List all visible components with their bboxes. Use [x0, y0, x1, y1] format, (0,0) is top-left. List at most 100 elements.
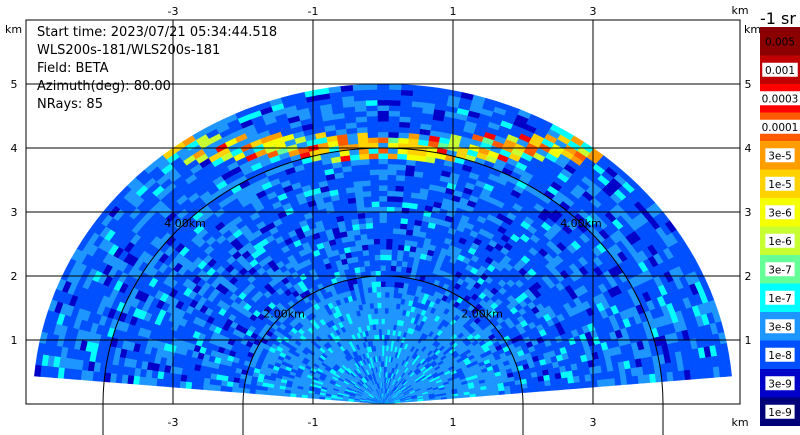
- heatmap-cell: [392, 233, 400, 240]
- heatmap-cell: [376, 89, 390, 95]
- heatmap-cell: [380, 259, 386, 266]
- heatmap-cell: [402, 196, 411, 204]
- heatmap-cell: [380, 265, 386, 271]
- heatmap-cell: [387, 163, 397, 170]
- heatmap-cell: [385, 238, 393, 245]
- heatmap-cell: [377, 153, 389, 159]
- heatmap-cell: [399, 100, 413, 107]
- heatmap-cell: [388, 110, 401, 117]
- heatmap-cell: [377, 121, 389, 127]
- heatmap-cell: [369, 169, 379, 176]
- heatmap-cell: [372, 222, 380, 229]
- heatmap-cell: [402, 250, 410, 257]
- heatmap-cell: [378, 169, 388, 175]
- heatmap-cell: [394, 185, 405, 192]
- heatmap-cell: [384, 307, 389, 314]
- heatmap-cell: [385, 270, 391, 277]
- heatmap-cell: [533, 386, 541, 393]
- heatmap-cell: [578, 374, 586, 383]
- heatmap-cell: [380, 307, 386, 314]
- heatmap-cell: [377, 313, 382, 320]
- heatmap-cell: [371, 281, 377, 288]
- heatmap-cell: [380, 281, 386, 287]
- heatmap-cell: [396, 158, 407, 166]
- heatmap-cell: [387, 147, 398, 154]
- heatmap-cell: [399, 110, 412, 118]
- heatmap-cell: [377, 318, 382, 325]
- heatmap-cell: [390, 259, 397, 267]
- heatmap-cell: [373, 243, 381, 250]
- heatmap-cell: [379, 217, 387, 223]
- heatmap-cell: [596, 379, 605, 388]
- heatmap-cell: [399, 105, 412, 113]
- heatmap-cell: [378, 206, 388, 213]
- heatmap-cell: [395, 180, 405, 187]
- heatmap-cell: [381, 339, 385, 346]
- heatmap-cell: [393, 281, 400, 288]
- heatmap-cell: [400, 217, 409, 225]
- heatmap-cell: [384, 286, 390, 293]
- heatmap-cell: [361, 244, 369, 251]
- heatmap-cell: [381, 329, 385, 335]
- heatmap-cell: [397, 137, 409, 144]
- heatmap-cell: [385, 233, 394, 240]
- heatmap-cell: [369, 259, 376, 267]
- heatmap-cell: [353, 234, 362, 241]
- heatmap-cell: [397, 244, 405, 251]
- heatmap-cell: [381, 334, 385, 341]
- heatmap-cell: [395, 169, 406, 176]
- heatmap-cell: [544, 384, 552, 392]
- heatmap-cell: [406, 261, 414, 269]
- heatmap-cell: [359, 228, 367, 235]
- heatmap-cell: [352, 84, 366, 91]
- heatmap-cell: [374, 254, 381, 261]
- heatmap-cell: [631, 375, 639, 385]
- heatmap-cell: [379, 243, 387, 250]
- heatmap-cell: [360, 174, 371, 182]
- heatmap-cell: [395, 265, 402, 272]
- heatmap-cell: [380, 275, 386, 282]
- heatmap-cell: [393, 217, 402, 224]
- heatmap-cell: [381, 318, 385, 325]
- heatmap-cell: [365, 94, 378, 101]
- heatmap-cell: [369, 163, 379, 170]
- heatmap-cell: [393, 286, 399, 294]
- heatmap-cell: [555, 377, 563, 385]
- heatmap-cell: [391, 302, 397, 309]
- heatmap-cell: [400, 94, 413, 102]
- heatmap-cell: [387, 131, 399, 138]
- heatmap-cell: [358, 153, 370, 160]
- heatmap-cell: [380, 302, 386, 309]
- heatmap-cell: [383, 339, 387, 346]
- heatmap-cell: [362, 196, 372, 203]
- heatmap-cell: [392, 292, 399, 299]
- heatmap-cell: [358, 223, 367, 230]
- heatmap-cell: [377, 115, 389, 122]
- heatmap-cell: [392, 222, 401, 229]
- heatmap-cell: [398, 233, 406, 241]
- heatmap-cell: [402, 191, 412, 198]
- heatmap-cell: [376, 83, 390, 90]
- heatmap-cell: [573, 381, 581, 389]
- heatmap-cell: [387, 318, 392, 325]
- heatmap-cell: [403, 244, 411, 252]
- heatmap-cell: [373, 302, 378, 309]
- heatmap-cell: [373, 238, 381, 245]
- heatmap-cell: [403, 180, 414, 188]
- heatmap-cell: [354, 110, 367, 118]
- heatmap-cell: [366, 238, 375, 245]
- heatmap-cell: [370, 190, 380, 197]
- heatmap-cell: [360, 169, 371, 176]
- heatmap-cell: [378, 190, 388, 197]
- heatmap-cell: [355, 201, 365, 209]
- heatmap-cell: [585, 380, 593, 388]
- heatmap-cell: [377, 137, 389, 143]
- heatmap-cell: [549, 378, 557, 386]
- heatmap-cell: [385, 275, 391, 282]
- heatmap-cell: [377, 105, 389, 111]
- heatmap-cell: [388, 115, 400, 122]
- heatmap-cell: [390, 254, 398, 261]
- heatmap-cell: [362, 190, 372, 198]
- heatmap-cell: [396, 254, 404, 262]
- heatmap-cell: [364, 265, 371, 272]
